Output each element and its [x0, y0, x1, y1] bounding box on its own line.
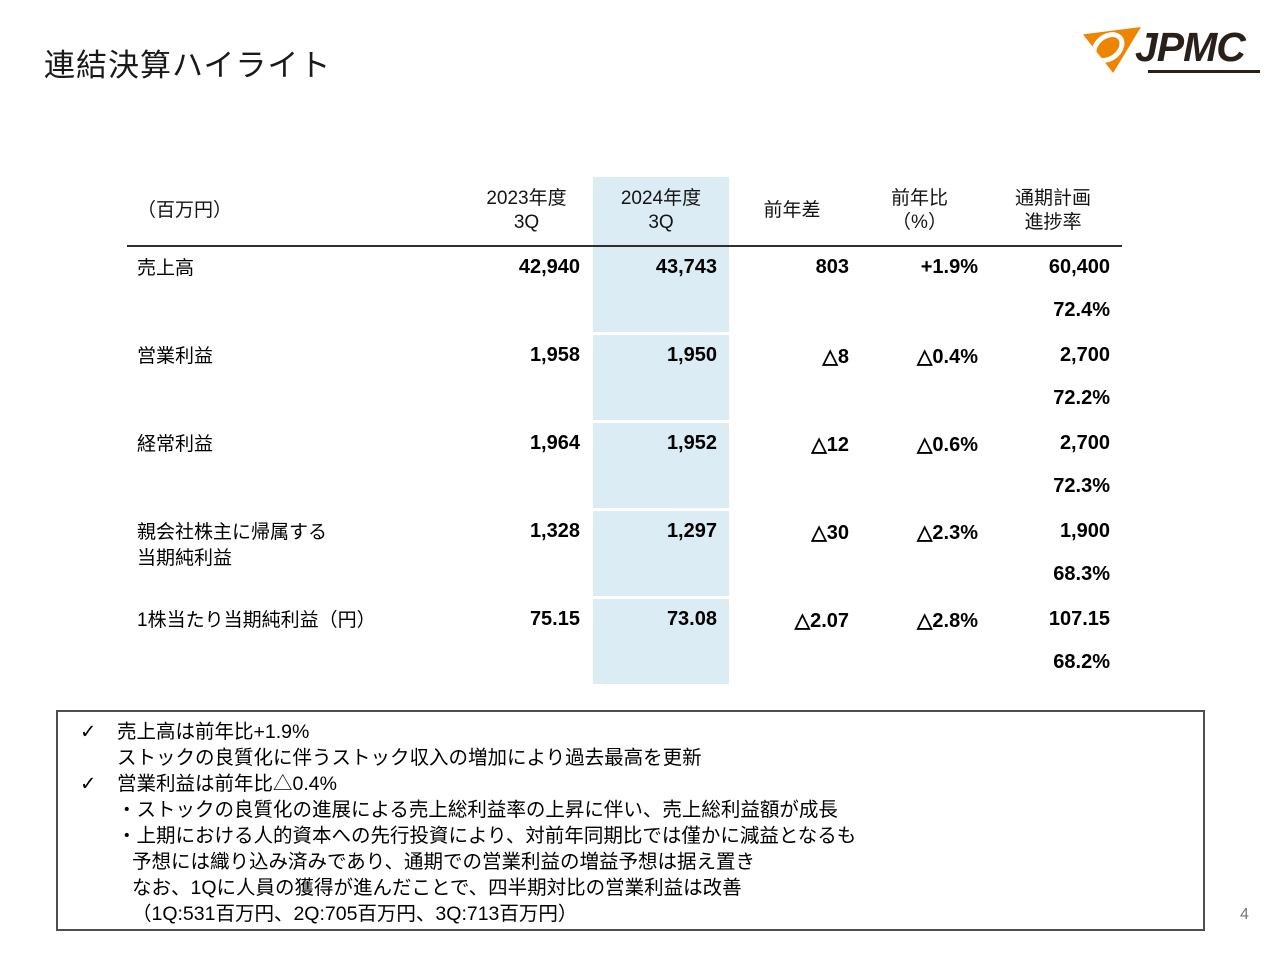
note-item: 予想には織り込み済みであり、通期での営業利益の増益予想は据え置き: [132, 851, 756, 873]
logo-swoosh-shape: [1085, 27, 1131, 70]
logo-underline: [1148, 70, 1260, 73]
unit-label: （百万円）: [137, 200, 233, 221]
value-plan: 60,400 72.4%: [1048, 256, 1110, 321]
note-item: ✓ 営業利益は前年比△0.4%: [58, 771, 1203, 797]
note-item: （1Q:531百万円、2Q:705百万円、3Q:713百万円）: [132, 903, 578, 925]
page-number: 4: [1240, 906, 1249, 923]
value-progress: 72.4%: [1053, 299, 1110, 321]
value-plan: 107.15 68.2%: [1048, 608, 1110, 673]
value-yoy: +1.9%: [920, 256, 978, 278]
value-fy2023: 75.15: [529, 608, 580, 630]
value-diff: △12: [811, 434, 849, 456]
table-row-net-sales: 売上高 42,940 43,743 803 +1.9% 60,400 72.4%: [127, 247, 1122, 335]
col-header-yoy: 前年比 （%）: [890, 188, 948, 233]
col-header-diff: 前年差: [763, 200, 821, 221]
value-fy2023: 1,964: [529, 432, 580, 454]
value-fy2024: 1,297: [593, 511, 729, 599]
value-progress: 72.3%: [1053, 475, 1110, 497]
table-row-eps: 1株当たり当期純利益（円） 75.15 73.08 △2.07 △2.8% 10…: [127, 599, 1122, 687]
note-item: ・上期における人的資本への先行投資により、対前年同期比では僅かに減益となるも: [117, 825, 857, 847]
value-fy2024: 1,950: [593, 335, 729, 423]
col-header-fy2023: 2023年度 3Q: [486, 188, 567, 233]
row-label: 1株当たり当期純利益（円）: [137, 610, 376, 631]
table-header-row: （百万円） 2023年度 3Q 2024年度 3Q 前年差 前年比 （%） 通期…: [127, 177, 1122, 247]
value-plan: 2,700 72.3%: [1053, 432, 1110, 497]
row-label: 営業利益: [137, 346, 214, 367]
col-header-plan-progress: 通期計画 進捗率: [1014, 188, 1091, 233]
value-progress: 68.2%: [1053, 651, 1110, 673]
note-item: なお、1Qに人員の獲得が進んだことで、四半期対比の営業利益は改善: [132, 877, 742, 899]
value-fy2023: 42,940: [518, 256, 580, 278]
table-row-ordinary-income: 経常利益 1,964 1,952 △12 △0.6% 2,700 72.3%: [127, 423, 1122, 511]
value-yoy: △0.4%: [917, 346, 978, 368]
value-diff: △8: [822, 346, 849, 368]
company-logo: JPMC: [1083, 25, 1263, 77]
row-label: 親会社株主に帰属する 当期純利益: [137, 522, 328, 569]
value-fy2024: 43,743: [593, 247, 729, 335]
value-progress: 68.3%: [1053, 563, 1110, 585]
page-title: 連結決算ハイライト: [44, 48, 332, 83]
value-yoy: △2.3%: [917, 522, 978, 544]
value-diff: 803: [815, 256, 849, 278]
table-row-net-income: 親会社株主に帰属する 当期純利益 1,328 1,297 △30 △2.3% 1…: [127, 511, 1122, 599]
row-label: 経常利益: [137, 434, 214, 455]
note-item: ストックの良質化に伴うストック収入の増加により過去最高を更新: [117, 747, 702, 769]
check-icon: ✓: [80, 773, 97, 795]
row-label: 売上高: [137, 258, 195, 279]
logo-text: JPMC: [1135, 24, 1246, 70]
table-row-operating-income: 営業利益 1,958 1,950 △8 △0.4% 2,700 72.2%: [127, 335, 1122, 423]
value-fy2023: 1,958: [529, 344, 580, 366]
note-item: ・ストックの良質化の進展による売上総利益率の上昇に伴い、売上総利益額が成長: [117, 799, 838, 821]
value-yoy: △0.6%: [917, 434, 978, 456]
value-diff: △30: [811, 522, 849, 544]
value-fy2024: 1,952: [593, 423, 729, 511]
col-header-fy2024: 2024年度 3Q: [593, 177, 729, 245]
value-fy2024: 73.08: [593, 599, 729, 687]
value-plan: 1,900 68.3%: [1053, 520, 1110, 585]
value-plan: 2,700 72.2%: [1053, 344, 1110, 409]
value-yoy: △2.8%: [917, 610, 978, 632]
check-icon: ✓: [80, 721, 97, 743]
financial-highlights-table: （百万円） 2023年度 3Q 2024年度 3Q 前年差 前年比 （%） 通期…: [127, 177, 1122, 687]
value-diff: △2.07: [794, 610, 849, 632]
summary-notes-box: ✓ 売上高は前年比+1.9% ストックの良質化に伴うストック収入の増加により過去…: [56, 710, 1205, 931]
logo-flag-icon: [1083, 27, 1141, 73]
value-fy2023: 1,328: [529, 520, 580, 542]
value-progress: 72.2%: [1053, 387, 1110, 409]
note-item: ✓ 売上高は前年比+1.9%: [58, 719, 1203, 745]
